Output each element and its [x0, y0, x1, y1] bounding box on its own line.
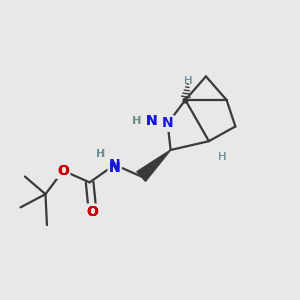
Text: H: H: [132, 116, 141, 126]
Text: H: H: [218, 152, 226, 162]
Text: O: O: [87, 205, 98, 219]
Text: H: H: [218, 152, 226, 162]
Text: N: N: [109, 161, 121, 175]
Text: N: N: [146, 114, 157, 128]
Text: O: O: [87, 205, 98, 219]
Text: O: O: [57, 164, 69, 178]
Text: O: O: [57, 164, 69, 178]
Text: H: H: [96, 148, 105, 158]
Text: N: N: [146, 114, 157, 128]
Text: N: N: [109, 158, 121, 172]
Text: O: O: [57, 164, 69, 178]
Text: H: H: [184, 76, 193, 86]
Text: H: H: [96, 148, 105, 158]
Text: H: H: [133, 116, 141, 126]
Polygon shape: [137, 150, 171, 181]
Text: H: H: [184, 76, 193, 86]
Text: N: N: [109, 161, 121, 175]
Text: O: O: [87, 205, 98, 219]
Text: N: N: [162, 116, 173, 130]
